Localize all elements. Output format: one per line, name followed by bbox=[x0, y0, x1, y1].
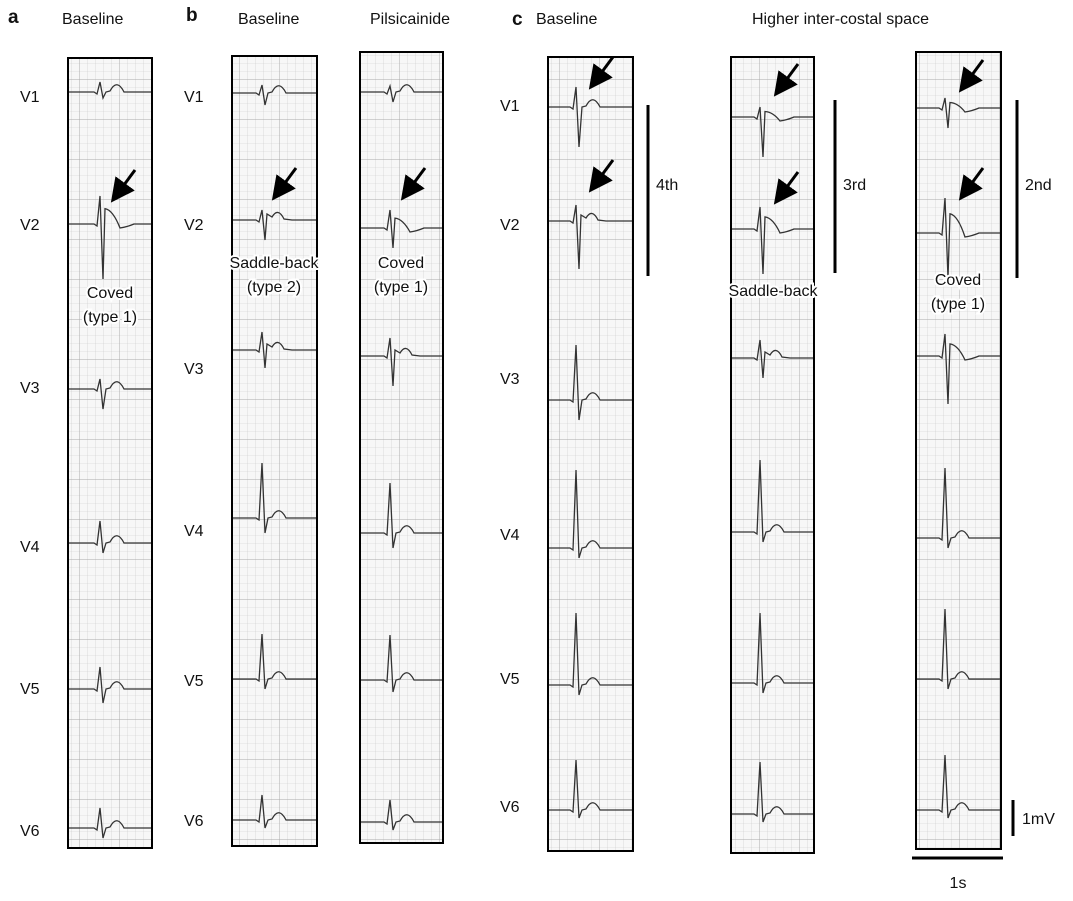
voltage-scale-label: 1mV bbox=[1022, 811, 1055, 828]
figure: a Baseline b Baseline Pilsicainide c Bas… bbox=[0, 0, 1073, 896]
time-scale-label: 1s bbox=[950, 875, 967, 892]
ecg-grid-major bbox=[731, 57, 814, 853]
strip-title: Baseline bbox=[238, 11, 299, 28]
ecg-grid-major bbox=[360, 52, 443, 843]
lead-label: V4 bbox=[20, 539, 40, 556]
lead-label: V3 bbox=[184, 361, 204, 378]
strip-title: Higher inter-costal space bbox=[752, 11, 929, 28]
lead-label: V1 bbox=[184, 89, 204, 106]
annotation: (type 2) bbox=[247, 279, 301, 296]
panel-label: a bbox=[8, 7, 19, 28]
lead-label: V2 bbox=[500, 217, 520, 234]
lead-label: V3 bbox=[500, 371, 520, 388]
ecg-grid-major bbox=[232, 56, 317, 846]
lead-label: V1 bbox=[20, 89, 40, 106]
panel-label: b bbox=[186, 5, 198, 26]
annotation: (type 1) bbox=[931, 296, 985, 313]
lead-label: V6 bbox=[184, 813, 204, 830]
lead-label: V5 bbox=[20, 681, 40, 698]
lead-label: V5 bbox=[184, 673, 204, 690]
panel-label: c bbox=[512, 9, 523, 30]
lead-label: V5 bbox=[500, 671, 520, 688]
strip-title: Baseline bbox=[536, 11, 597, 28]
intercostal-label: 3rd bbox=[843, 177, 866, 194]
intercostal-label: 2nd bbox=[1025, 177, 1052, 194]
intercostal-label: 4th bbox=[656, 177, 678, 194]
annotation: (type 1) bbox=[83, 309, 137, 326]
lead-label: V1 bbox=[500, 98, 520, 115]
annotation: Coved bbox=[378, 255, 424, 272]
lead-label: V2 bbox=[20, 217, 40, 234]
lead-label: V6 bbox=[500, 799, 520, 816]
ecg-grid-major bbox=[548, 57, 633, 851]
annotation: (type 1) bbox=[374, 279, 428, 296]
strip-title: Baseline bbox=[62, 11, 123, 28]
lead-label: V3 bbox=[20, 380, 40, 397]
lead-label: V4 bbox=[500, 527, 520, 544]
annotation: Saddle-back bbox=[729, 283, 819, 300]
ecg-strips bbox=[68, 52, 1001, 853]
ecg-grid-major bbox=[916, 52, 1001, 849]
annotation: Coved bbox=[935, 272, 981, 289]
annotation: Coved bbox=[87, 285, 133, 302]
lead-label: V6 bbox=[20, 823, 40, 840]
strip-title: Pilsicainide bbox=[370, 11, 450, 28]
lead-label: V2 bbox=[184, 217, 204, 234]
annotation: Saddle-back bbox=[230, 255, 320, 272]
ecg-grid-major bbox=[68, 58, 152, 848]
lead-label: V4 bbox=[184, 523, 204, 540]
